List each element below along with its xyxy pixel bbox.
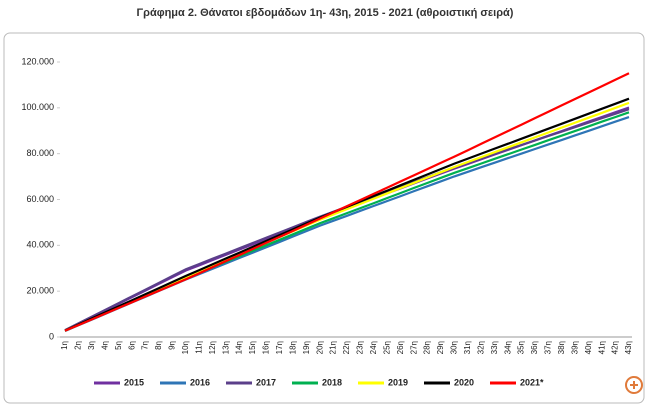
x-tick-label: 19η xyxy=(302,341,311,354)
x-tick-label: 5η xyxy=(114,341,123,350)
x-tick-label: 41η xyxy=(597,341,606,354)
x-tick-label: 11η xyxy=(194,341,203,354)
x-tick-label: 23η xyxy=(356,341,365,354)
y-tick-label: 80.000 xyxy=(26,148,54,158)
x-tick-label: 1η xyxy=(60,341,69,350)
x-tick-label: 37η xyxy=(544,341,553,354)
chart-title: Γράφημα 2. Θάνατοι εβδομάδων 1η- 43η, 20… xyxy=(137,7,514,19)
y-tick-label: 0 xyxy=(49,331,54,341)
legend-label: 2021* xyxy=(520,377,544,387)
x-tick-label: 6η xyxy=(127,341,136,350)
x-tick-label: 29η xyxy=(436,341,445,354)
x-tick-label: 32η xyxy=(476,341,485,354)
legend-label: 2020 xyxy=(454,377,474,387)
y-tick-label: 120.000 xyxy=(21,56,54,66)
x-tick-label: 34η xyxy=(503,341,512,354)
y-tick-label: 20.000 xyxy=(26,286,54,296)
x-tick-label: 16η xyxy=(262,341,271,354)
x-tick-label: 12η xyxy=(208,341,217,354)
x-tick-label: 2η xyxy=(74,341,83,350)
x-tick-label: 38η xyxy=(557,341,566,354)
x-tick-label: 17η xyxy=(275,341,284,354)
series-line xyxy=(64,72,630,332)
x-tick-label: 24η xyxy=(369,341,378,354)
zoom-icon[interactable] xyxy=(625,376,643,394)
x-tick-label: 35η xyxy=(517,341,526,354)
x-tick-label: 39η xyxy=(570,341,579,354)
x-tick-label: 8η xyxy=(154,341,163,350)
x-tick-label: 15η xyxy=(248,341,257,354)
x-tick-label: 26η xyxy=(396,341,405,354)
x-tick-label: 30η xyxy=(450,341,459,354)
y-tick-label: 60.000 xyxy=(26,194,54,204)
x-tick-label: 22η xyxy=(342,341,351,354)
x-tick-label: 4η xyxy=(100,341,109,350)
x-tick-label: 43η xyxy=(624,341,633,354)
legend-label: 2016 xyxy=(190,377,210,387)
x-tick-label: 36η xyxy=(530,341,539,354)
x-tick-label: 7η xyxy=(141,341,150,350)
x-tick-label: 25η xyxy=(382,341,391,354)
x-tick-label: 40η xyxy=(584,341,593,354)
legend-label: 2015 xyxy=(124,377,144,387)
x-tick-label: 3η xyxy=(87,341,96,350)
x-tick-label: 13η xyxy=(221,341,230,354)
x-tick-label: 31η xyxy=(463,341,472,354)
y-tick-label: 100.000 xyxy=(21,102,54,112)
legend-label: 2019 xyxy=(388,377,408,387)
x-tick-label: 14η xyxy=(235,341,244,354)
y-tick-label: 40.000 xyxy=(26,240,54,250)
x-tick-label: 10η xyxy=(181,341,190,354)
x-tick-label: 18η xyxy=(288,341,297,354)
x-tick-label: 28η xyxy=(423,341,432,354)
x-tick-label: 21η xyxy=(329,341,338,354)
x-tick-label: 33η xyxy=(490,341,499,354)
x-tick-label: 27η xyxy=(409,341,418,354)
x-tick-label: 20η xyxy=(315,341,324,354)
x-tick-label: 42η xyxy=(611,341,620,354)
x-tick-label: 9η xyxy=(168,341,177,350)
legend-label: 2017 xyxy=(256,377,276,387)
legend-label: 2018 xyxy=(322,377,342,387)
